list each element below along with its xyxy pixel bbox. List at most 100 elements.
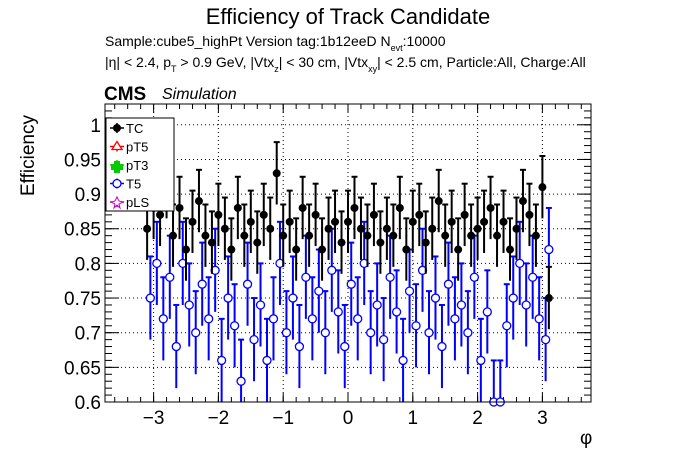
tc-point <box>272 169 281 178</box>
tc-point <box>408 217 417 226</box>
sample-info-tail: :10000 <box>402 33 446 49</box>
simulation-label: Simulation <box>162 86 237 103</box>
sample-info: Sample:cube5_highPt Version tag:1b12eeD … <box>105 33 446 53</box>
axis-ticks: −3 −2 −1 0 1 2 3 0.6 0.65 0.7 0.75 0.8 0.85 0.9 0.95 1 <box>64 104 591 429</box>
t5-point <box>314 286 324 296</box>
y-tick-label: 0.7 <box>75 324 101 345</box>
t5-point <box>236 376 246 386</box>
tc-point <box>169 231 178 240</box>
cuts-d: | < 2.5 cm, Particle:All, Charge:All <box>377 54 586 70</box>
tc-point <box>259 210 268 219</box>
x-tick-label: 0 <box>343 408 354 429</box>
legend-marker <box>111 161 123 173</box>
t5-point <box>366 328 376 338</box>
legend-marker <box>113 124 121 132</box>
t5-point <box>528 272 538 282</box>
t5-point <box>450 314 460 324</box>
t5-point <box>281 328 292 338</box>
t5-point <box>145 293 156 303</box>
tc-point <box>305 231 314 240</box>
t5-point <box>288 293 298 303</box>
cuts-b-sub: z <box>274 64 279 74</box>
t5-point <box>216 355 227 366</box>
legend-label: T5 <box>126 177 141 192</box>
tc-point <box>531 231 540 240</box>
y-tick-label: 0.85 <box>64 220 101 241</box>
t5-point <box>411 321 421 331</box>
tc-point <box>266 224 275 233</box>
t5-point <box>372 300 382 310</box>
tc-point <box>480 217 489 226</box>
t5-point <box>171 341 181 352</box>
cuts-c: | < 30 cm, |Vtx <box>278 54 369 70</box>
tc-point <box>227 245 236 254</box>
y-tick-label: 0.75 <box>64 289 101 310</box>
tc-point <box>473 224 482 233</box>
legend-label: pT5 <box>126 140 148 155</box>
data-series <box>143 141 554 407</box>
t5-point <box>508 293 518 303</box>
cuts-b: > 0.9 GeV, |Vtx <box>176 54 275 70</box>
t5-point <box>391 307 402 317</box>
tc-point <box>506 245 514 254</box>
t5-point <box>152 258 162 269</box>
y-tick-label: 0.9 <box>75 185 101 206</box>
tc-point <box>454 245 463 254</box>
legend-label: pT3 <box>126 158 148 173</box>
tc-point <box>194 197 203 206</box>
t5-point <box>430 293 441 303</box>
cuts-info: |η| < 2.4, pT > 0.9 GeV, |Vtxz| < 30 cm,… <box>105 54 586 74</box>
tc-point <box>214 210 223 219</box>
tc-point <box>525 210 534 219</box>
t5-point <box>443 279 454 289</box>
legend-entry-pt5: pT5 <box>110 140 148 155</box>
tc-point <box>402 245 411 254</box>
chart-title: Efficiency of Track Candidate <box>205 4 491 29</box>
x-tick-label: 3 <box>537 408 548 429</box>
tc-point <box>240 231 249 240</box>
legend: TC pT5 pT3 T5 pLS <box>105 117 175 212</box>
y-tick-label: 1 <box>90 116 101 137</box>
tc-point <box>182 245 190 254</box>
t5-point <box>333 307 343 317</box>
t5-point <box>469 272 480 282</box>
tc-point <box>369 210 378 219</box>
x-tick-label: 2 <box>472 408 483 429</box>
t5-point <box>544 244 554 255</box>
tc-point <box>279 231 288 240</box>
tc-point <box>156 210 165 219</box>
t5-point <box>242 279 253 289</box>
series-tc <box>143 141 553 330</box>
tc-point <box>486 203 495 212</box>
tc-point <box>253 238 262 247</box>
t5-point <box>385 272 395 282</box>
t5-point <box>340 341 350 352</box>
t5-point <box>398 355 408 366</box>
t5-point <box>353 314 363 324</box>
cuts-a-sub: T <box>171 64 177 74</box>
tc-point <box>233 203 242 212</box>
tc-point <box>415 210 424 219</box>
tc-point <box>544 294 553 303</box>
tc-point <box>538 183 547 192</box>
tc-point <box>292 245 301 254</box>
tc-point <box>512 224 521 233</box>
sample-info-sub: evt <box>390 43 403 53</box>
legend-label: pLS <box>126 195 149 210</box>
cuts-a: |η| < 2.4, p <box>105 54 172 70</box>
tc-point <box>356 224 365 233</box>
t5-point <box>476 355 486 366</box>
t5-point <box>262 355 272 366</box>
t5-point <box>540 334 551 345</box>
t5-point <box>229 321 240 331</box>
x-tick-label: −3 <box>143 408 165 429</box>
x-axis-label: φ <box>580 428 593 449</box>
tc-point <box>493 231 502 240</box>
t5-point <box>268 314 279 324</box>
tc-point <box>207 238 216 247</box>
t5-point <box>223 293 233 303</box>
y-tick-label: 0.6 <box>75 393 101 414</box>
cms-label: CMS <box>104 84 147 105</box>
tc-point <box>499 217 508 226</box>
